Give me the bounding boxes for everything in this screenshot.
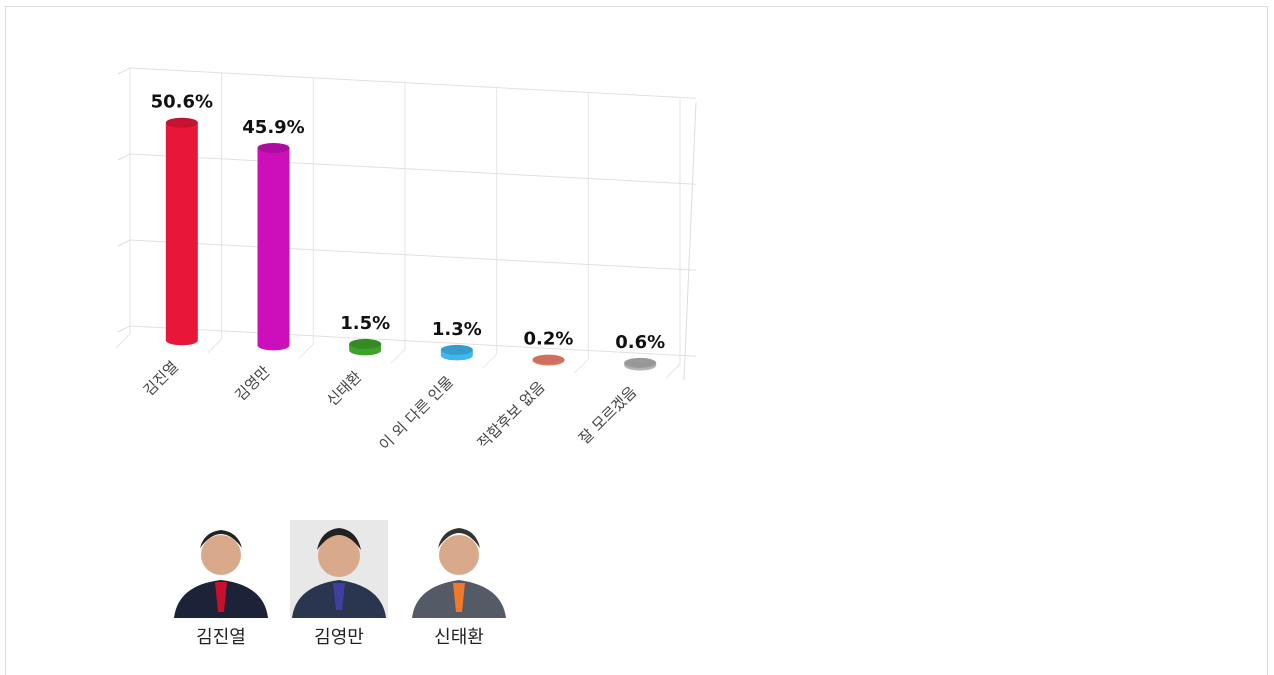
candidate-name: 신태환 bbox=[434, 627, 484, 648]
floor-divider bbox=[482, 353, 498, 369]
floor-divider bbox=[207, 338, 223, 354]
floor-divider bbox=[298, 343, 314, 359]
value-label: 50.6% bbox=[151, 92, 213, 113]
bar-cap bbox=[349, 338, 382, 349]
photos bbox=[172, 520, 508, 618]
bar-cap bbox=[257, 142, 290, 153]
photo bbox=[290, 520, 388, 618]
floor-divider bbox=[390, 348, 406, 364]
value-label: 1.3% bbox=[432, 319, 482, 340]
bar-cap bbox=[532, 354, 565, 365]
bar-cap bbox=[624, 357, 657, 368]
candidate-name: 김영만 bbox=[314, 627, 364, 648]
grid-tick bbox=[117, 153, 131, 161]
grid-line bbox=[129, 67, 697, 99]
bar-cap bbox=[165, 117, 198, 128]
grid-line bbox=[129, 153, 697, 185]
photo bbox=[172, 520, 270, 618]
candidate-name: 김진열 bbox=[196, 627, 246, 648]
floor-divider bbox=[115, 333, 131, 349]
grid-tick bbox=[117, 325, 131, 333]
grid-tick bbox=[117, 239, 131, 247]
photo bbox=[410, 520, 508, 618]
bar-cap bbox=[440, 344, 473, 355]
value-label: 0.6% bbox=[615, 332, 665, 353]
bar bbox=[165, 122, 198, 346]
wall-edge bbox=[683, 102, 697, 381]
grid-line bbox=[129, 325, 697, 357]
floor-divider bbox=[573, 358, 589, 374]
value-label: 45.9% bbox=[242, 117, 304, 138]
grid-tick bbox=[117, 67, 131, 75]
value-label: 0.2% bbox=[524, 329, 574, 350]
floor-divider bbox=[665, 363, 681, 379]
bar bbox=[257, 147, 290, 351]
grid-line bbox=[129, 239, 697, 271]
value-label: 1.5% bbox=[340, 313, 390, 334]
